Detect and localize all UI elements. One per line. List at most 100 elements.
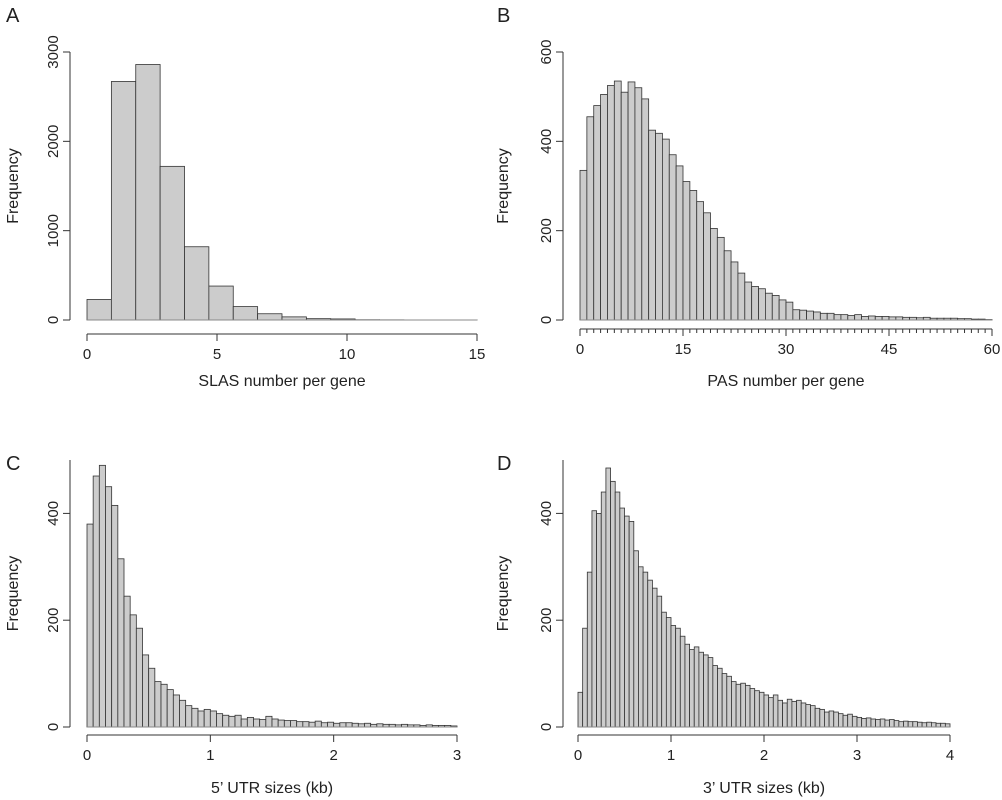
histogram-bar bbox=[652, 587, 658, 728]
y-tick-label: 400 bbox=[538, 501, 555, 526]
panel-letter: D bbox=[497, 453, 511, 475]
x-tick-label: 0 bbox=[83, 747, 91, 764]
y-axis-title: Frequency bbox=[495, 148, 512, 224]
histogram-bar bbox=[610, 480, 616, 728]
histogram-bar bbox=[339, 722, 347, 728]
histogram-bar bbox=[327, 721, 335, 728]
histogram-bar bbox=[903, 720, 909, 728]
histogram-bar bbox=[179, 699, 187, 728]
panel-c: C 0 1 2 3 5’ UTR sizes (kb) 0 200 400 Frequency bbox=[5, 453, 461, 797]
histogram-bar bbox=[228, 715, 236, 728]
histogram-bar bbox=[253, 718, 261, 728]
y-axis: 0 200 400 Frequency bbox=[495, 460, 564, 731]
histogram-bar bbox=[758, 691, 765, 728]
x-axis-title: 5’ UTR sizes (kb) bbox=[211, 780, 333, 797]
x-tick-label: 45 bbox=[881, 341, 898, 358]
histogram-bar bbox=[634, 87, 643, 321]
histogram-bar bbox=[772, 694, 779, 728]
histogram-bar bbox=[703, 654, 709, 728]
histogram-bars bbox=[577, 467, 951, 728]
y-tick-label: 0 bbox=[538, 316, 555, 324]
histogram-bar bbox=[806, 310, 814, 321]
histogram-bar bbox=[840, 314, 849, 321]
histogram-bar bbox=[148, 667, 156, 728]
histogram-bar bbox=[216, 713, 224, 728]
histogram-bar bbox=[824, 711, 830, 728]
histogram-bar bbox=[940, 722, 946, 728]
histogram-bar bbox=[716, 236, 725, 321]
x-tick-label: 2 bbox=[329, 747, 337, 764]
x-tick-label: 1 bbox=[667, 747, 675, 764]
histogram-bar bbox=[265, 715, 273, 728]
y-axis: 0 200 400 600 Frequency bbox=[495, 39, 564, 324]
histogram-bar bbox=[633, 550, 639, 728]
x-axis-title: 3’ UTR sizes (kb) bbox=[703, 780, 825, 797]
histogram-bar bbox=[209, 710, 217, 728]
y-tick-label: 600 bbox=[538, 39, 555, 64]
y-tick-label: 0 bbox=[538, 723, 555, 731]
histogram-bar bbox=[172, 694, 180, 728]
histogram-bar bbox=[893, 720, 900, 728]
histogram-bar bbox=[875, 719, 881, 728]
histogram-bar bbox=[234, 714, 242, 728]
histogram-bar bbox=[208, 285, 234, 321]
histogram-bar bbox=[240, 718, 248, 728]
histogram-bar bbox=[819, 312, 828, 321]
histogram-bar bbox=[123, 595, 131, 728]
histogram-bar bbox=[655, 132, 663, 321]
histogram-bar bbox=[98, 464, 106, 728]
histogram-bar bbox=[668, 154, 677, 321]
y-axis: 0 1000 2000 3000 Frequency bbox=[5, 35, 71, 324]
histogram-bar bbox=[721, 673, 728, 728]
histogram-bar bbox=[290, 720, 298, 728]
x-tick-label: 5 bbox=[213, 346, 221, 363]
histogram-bar bbox=[847, 713, 853, 728]
histogram-bar bbox=[874, 316, 883, 321]
histogram-bar bbox=[232, 306, 259, 321]
histogram-bar bbox=[771, 295, 780, 321]
histogram-bar bbox=[740, 682, 746, 728]
histogram-bar bbox=[308, 721, 316, 728]
histogram-bar bbox=[86, 523, 94, 728]
histogram-bar bbox=[111, 504, 119, 728]
x-tick-label: 3 bbox=[453, 747, 461, 764]
histogram-bar bbox=[805, 704, 811, 728]
y-tick-label: 3000 bbox=[45, 35, 62, 68]
histogram-bar bbox=[648, 129, 656, 321]
histogram-bar bbox=[693, 646, 700, 728]
histogram-bar bbox=[833, 711, 839, 728]
histogram-bar bbox=[682, 181, 691, 321]
histogram-bar bbox=[166, 689, 174, 728]
histogram-bar bbox=[246, 716, 254, 728]
histogram-bar bbox=[838, 713, 844, 728]
histogram-bar bbox=[735, 683, 742, 728]
histogram-bar bbox=[662, 138, 670, 321]
histogram-bar bbox=[579, 169, 588, 321]
histogram-bar bbox=[744, 281, 753, 321]
histogram-bar bbox=[586, 571, 593, 728]
histogram-bar bbox=[800, 702, 807, 728]
histogram-bar bbox=[763, 694, 770, 728]
histogram-bar bbox=[647, 579, 653, 728]
histogram-bar bbox=[912, 721, 918, 728]
x-tick-label: 1 bbox=[206, 747, 214, 764]
histogram-bar bbox=[129, 614, 137, 728]
histogram-bar bbox=[624, 515, 630, 728]
histogram-bar bbox=[628, 521, 635, 728]
histogram-bar bbox=[665, 617, 672, 728]
histogram-bar bbox=[814, 707, 821, 728]
histogram-bar bbox=[675, 165, 684, 321]
y-tick-label: 200 bbox=[538, 218, 555, 243]
panel-letter: B bbox=[497, 5, 510, 27]
histogram-bar bbox=[898, 721, 904, 728]
histogram-bar bbox=[314, 720, 322, 728]
histogram-bar bbox=[142, 654, 150, 728]
y-tick-label: 0 bbox=[45, 723, 62, 731]
histogram-bar bbox=[813, 311, 821, 321]
histogram-bar bbox=[582, 627, 588, 728]
histogram-bar bbox=[861, 718, 867, 728]
panel-d: D 0 1 2 3 4 3’ UTR sizes (kb) 0 200 400 Frequency bbox=[495, 453, 954, 797]
histogram-bar bbox=[861, 316, 869, 321]
histogram-bar bbox=[819, 708, 825, 728]
